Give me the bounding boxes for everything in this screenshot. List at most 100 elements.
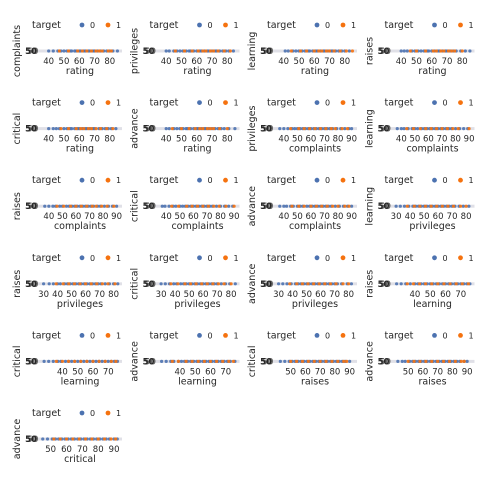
legend-marker-1 <box>223 22 228 28</box>
point-1 <box>320 49 324 53</box>
point-1 <box>347 204 351 208</box>
point-1 <box>57 49 61 53</box>
x-tick-label: 60 <box>74 135 85 145</box>
point-0 <box>278 127 282 131</box>
point-0 <box>51 204 55 208</box>
x-tick-label: 60 <box>191 135 202 145</box>
x-tick-label: 80 <box>461 212 472 222</box>
point-0 <box>286 127 290 131</box>
point-1 <box>330 359 334 363</box>
point-0 <box>58 204 62 208</box>
x-tick-label: 30 <box>156 290 167 300</box>
point-1 <box>109 359 113 363</box>
point-1 <box>100 204 104 208</box>
point-1 <box>100 49 104 53</box>
point-1 <box>80 49 84 53</box>
point-1 <box>64 437 69 441</box>
legend-title: target <box>385 20 414 31</box>
point-1 <box>414 49 419 53</box>
point-1 <box>423 204 428 208</box>
point-0 <box>163 204 167 208</box>
x-axis-label: rating <box>183 66 211 77</box>
point-1 <box>227 359 231 363</box>
point-1 <box>328 282 332 286</box>
y-axis-label: raises <box>12 192 23 220</box>
point-1 <box>456 127 460 131</box>
point-0 <box>47 359 51 363</box>
legend-label-1: 1 <box>234 176 239 185</box>
y-axis-label: critical <box>12 345 23 377</box>
point-0 <box>453 127 458 131</box>
point-0 <box>42 282 46 286</box>
point-0 <box>164 49 168 53</box>
x-tick-label: 50 <box>57 212 68 222</box>
point-1 <box>214 359 219 363</box>
y-tick-cluster: 50 <box>143 357 155 367</box>
point-0 <box>398 204 402 208</box>
x-tick-label: 70 <box>432 367 443 377</box>
legend-marker-1 <box>105 22 111 28</box>
point-1 <box>467 127 471 131</box>
legend-label-0: 0 <box>208 99 213 108</box>
point-1 <box>430 282 434 286</box>
legend-label-1: 1 <box>351 21 356 30</box>
point-1 <box>453 49 457 53</box>
y-tick-cluster-overlap: 50 <box>27 357 39 367</box>
legend-marker-0 <box>79 177 85 183</box>
x-tick-label: 60 <box>306 135 317 145</box>
legend-marker-0 <box>432 177 437 183</box>
legend-title: target <box>267 175 296 186</box>
point-1 <box>333 127 337 131</box>
x-tick-label: 40 <box>175 367 186 377</box>
point-0 <box>347 49 351 53</box>
point-1 <box>190 49 194 53</box>
x-tick-label: 50 <box>294 57 305 67</box>
point-1 <box>176 204 181 208</box>
y-tick-cluster: 50 <box>143 280 155 290</box>
point-1 <box>94 127 98 131</box>
x-tick-label: 40 <box>161 212 172 222</box>
x-tick-label: 90 <box>111 212 122 222</box>
x-axis-label: critical <box>64 454 96 465</box>
point-1 <box>302 127 306 131</box>
point-0 <box>114 204 119 208</box>
point-1 <box>312 282 316 286</box>
point-1 <box>435 204 439 208</box>
point-1 <box>232 204 236 208</box>
legend-marker-0 <box>314 22 320 28</box>
point-1 <box>289 359 293 363</box>
point-0 <box>402 204 407 208</box>
point-1 <box>55 204 59 208</box>
y-axis-label: raises <box>12 270 23 298</box>
legend-title: target <box>150 253 179 264</box>
y-axis-label: critical <box>247 345 258 377</box>
x-axis-label: learning <box>178 376 217 387</box>
legend-marker-1 <box>105 333 111 338</box>
x-tick-label: 50 <box>45 445 56 455</box>
point-1 <box>113 282 117 286</box>
legend-label-0: 0 <box>325 99 330 108</box>
point-1 <box>211 282 215 286</box>
point-1 <box>100 282 104 286</box>
point-1 <box>90 204 94 208</box>
legend-marker-0 <box>79 333 85 338</box>
x-tick-label: 70 <box>447 212 458 222</box>
point-1 <box>86 127 90 131</box>
point-0 <box>416 127 420 131</box>
point-1 <box>201 127 205 131</box>
y-tick-cluster-overlap: 50 <box>27 280 39 290</box>
point-0 <box>62 49 66 53</box>
x-tick-label: 50 <box>292 135 303 145</box>
y-tick-cluster-overlap: 50 <box>144 357 156 367</box>
y-axis-label: advance <box>12 419 23 460</box>
point-0 <box>349 204 354 208</box>
point-1 <box>205 127 210 131</box>
point-1 <box>68 204 73 208</box>
point-0 <box>284 204 289 208</box>
point-0 <box>51 359 55 363</box>
x-tick-label: 60 <box>426 57 437 67</box>
x-tick-label: 50 <box>66 290 77 300</box>
point-1 <box>297 127 301 131</box>
point-1 <box>434 127 439 131</box>
